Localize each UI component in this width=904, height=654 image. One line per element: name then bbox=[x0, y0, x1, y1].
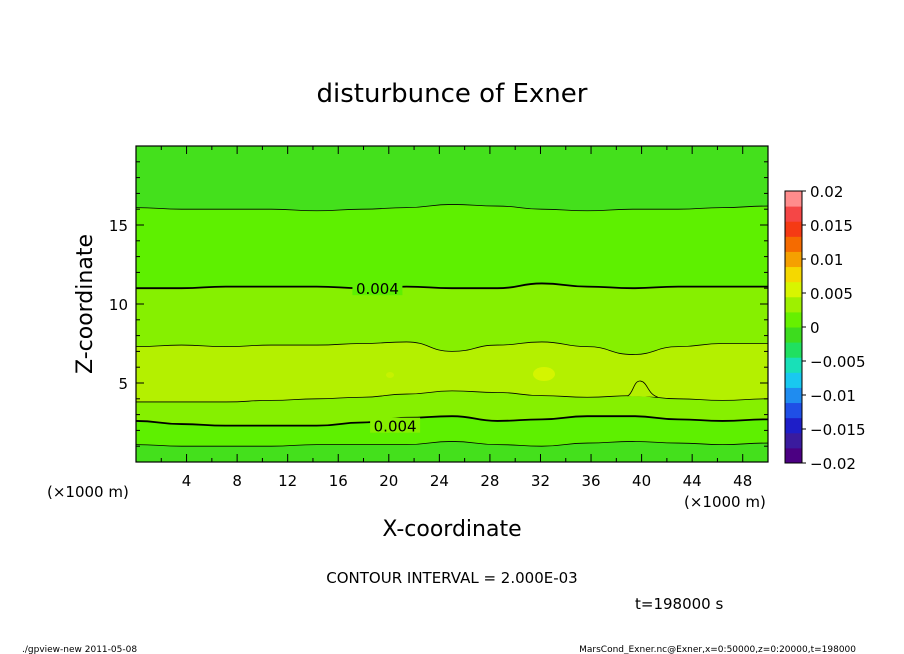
colorbar-segment-15 bbox=[785, 221, 802, 237]
fill-region-5 bbox=[136, 416, 768, 447]
colorbar-segment-11 bbox=[785, 281, 802, 298]
x-tick-label-28: 28 bbox=[480, 472, 499, 490]
colorbar-segment-9 bbox=[785, 311, 802, 328]
x-tick-label-32: 32 bbox=[531, 472, 550, 490]
y-tick-label-15: 15 bbox=[109, 217, 128, 235]
colorbar: 0.02 0.015 0.01 0.005 0 −0.005 −0.01 −0.015 −0.0… bbox=[784, 183, 866, 473]
contour-labels: 0.004 0.004 bbox=[352, 280, 421, 436]
contour-interval: CONTOUR INTERVAL = 2.000E-03 bbox=[326, 569, 577, 587]
contour-line-1 bbox=[136, 282, 768, 290]
colorbar-segment-13 bbox=[785, 251, 802, 268]
fill-region-1 bbox=[136, 204, 768, 289]
footer-right: MarsCond_Exner.nc@Exner,x=0:50000,z=0:20… bbox=[579, 645, 856, 654]
contour-label-bg-1 bbox=[370, 417, 421, 433]
colorbar-label-5: −0.005 bbox=[810, 353, 866, 371]
contour-bump bbox=[627, 380, 658, 398]
contour-lines bbox=[136, 204, 768, 447]
colorbar-label-4: 0 bbox=[810, 319, 820, 337]
x-ticks: 4 8 12 16 20 24 28 32 36 40 44 48 bbox=[160, 146, 752, 490]
contour-label-0: 0.004 bbox=[356, 280, 399, 298]
contour-label-1: 0.004 bbox=[374, 418, 417, 436]
x-tick-label-24: 24 bbox=[430, 472, 449, 490]
colorbar-segment-14 bbox=[785, 236, 802, 252]
x-tick-label-12: 12 bbox=[278, 472, 297, 490]
x-tick-label-16: 16 bbox=[329, 472, 348, 490]
colorbar-label-6: −0.01 bbox=[810, 387, 856, 405]
contour-line-4 bbox=[136, 415, 768, 427]
colorbar-segment-6 bbox=[785, 357, 802, 373]
fill-region-6 bbox=[136, 441, 768, 462]
x-tick-label-20: 20 bbox=[379, 472, 398, 490]
warm-spot-small bbox=[386, 372, 394, 378]
contour-line-5 bbox=[136, 441, 768, 447]
contour-line-2 bbox=[136, 341, 768, 355]
colorbar-segment-7 bbox=[785, 342, 802, 358]
colorbar-segment-1 bbox=[785, 432, 802, 449]
y-axis-label: Z-coordinate bbox=[73, 234, 98, 374]
colorbar-segment-8 bbox=[785, 327, 802, 343]
y-tick-label-5: 5 bbox=[118, 375, 128, 393]
colorbar-label-0: 0.02 bbox=[810, 183, 843, 201]
contour-label-bg-0 bbox=[352, 280, 403, 296]
x-axis-label: X-coordinate bbox=[382, 517, 521, 542]
x-tick-label-48: 48 bbox=[733, 472, 752, 490]
x-tick-label-40: 40 bbox=[632, 472, 651, 490]
colorbar-segment-3 bbox=[785, 402, 802, 419]
x-tick-label-36: 36 bbox=[581, 472, 600, 490]
colorbar-label-7: −0.015 bbox=[810, 421, 866, 439]
colorbar-segment-4 bbox=[785, 387, 802, 404]
colorbar-segment-2 bbox=[785, 417, 802, 434]
colorbar-segment-0 bbox=[785, 447, 802, 464]
colorbar-segment-10 bbox=[785, 296, 802, 313]
x-unit-left: (×1000 m) bbox=[47, 483, 129, 501]
contour-line-3 bbox=[136, 390, 768, 403]
footer-left: ./gpview-new 2011-05-08 bbox=[22, 645, 137, 654]
x-tick-label-4: 4 bbox=[182, 472, 192, 490]
time-label: t=198000 s bbox=[635, 595, 723, 613]
colorbar-label-8: −0.02 bbox=[810, 455, 856, 473]
x-tick-label-44: 44 bbox=[683, 472, 702, 490]
colorbar-segment-16 bbox=[785, 206, 802, 222]
color-bands bbox=[136, 146, 768, 462]
x-tick-label-8: 8 bbox=[232, 472, 242, 490]
colorbar-segment-12 bbox=[785, 266, 802, 283]
colorbar-label-2: 0.01 bbox=[810, 251, 843, 269]
fill-region-2 bbox=[136, 283, 768, 355]
fill-region-0 bbox=[136, 146, 768, 211]
chart-title: disturbunce of Exner bbox=[317, 79, 588, 109]
fill-region-3 bbox=[136, 341, 768, 402]
bump-features bbox=[386, 367, 555, 381]
y-ticks: 5 10 15 bbox=[109, 161, 768, 447]
colorbar-segment-5 bbox=[785, 372, 802, 388]
warm-spot bbox=[533, 367, 555, 381]
colorbar-label-1: 0.015 bbox=[810, 217, 853, 235]
colorbar-segment-17 bbox=[785, 191, 802, 207]
x-unit-right: (×1000 m) bbox=[684, 493, 766, 511]
colorbar-label-3: 0.005 bbox=[810, 285, 853, 303]
y-tick-label-10: 10 bbox=[109, 296, 128, 314]
contour-line-0 bbox=[136, 204, 768, 212]
